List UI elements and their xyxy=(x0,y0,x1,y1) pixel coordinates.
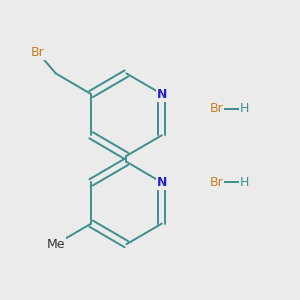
Text: H: H xyxy=(240,102,249,115)
Text: Br: Br xyxy=(31,46,45,59)
Text: N: N xyxy=(157,176,167,189)
Text: N: N xyxy=(157,88,167,100)
Text: Me: Me xyxy=(46,238,65,251)
Text: Br: Br xyxy=(210,176,224,189)
Text: H: H xyxy=(240,176,249,189)
Text: Br: Br xyxy=(210,102,224,115)
